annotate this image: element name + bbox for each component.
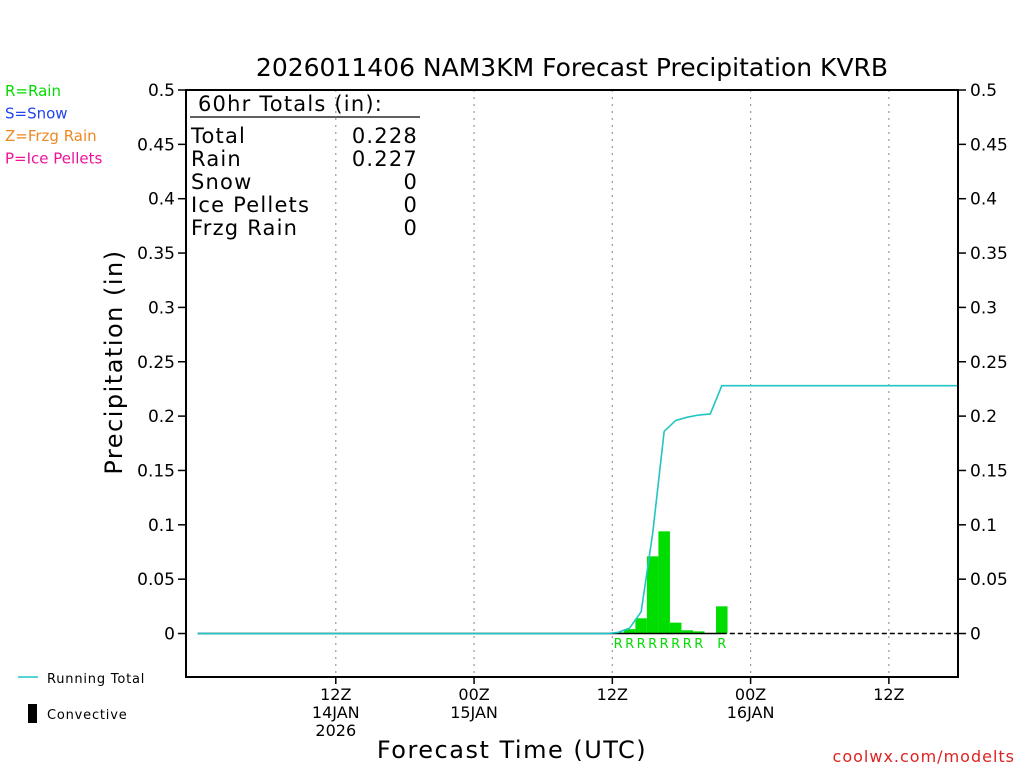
rain-bar (635, 618, 647, 634)
totals-row-value: 0.228 (352, 124, 418, 148)
chart-title: 2026011406 NAM3KM Forecast Precipitation… (256, 53, 888, 82)
convective-legend-label: Convective (47, 708, 128, 723)
precip-type-label: R (660, 637, 669, 652)
x-tick-label: 00Z (458, 685, 489, 704)
rain-bar (681, 630, 693, 634)
totals-row-label: Snow (191, 170, 252, 194)
precip-type-label: R (694, 637, 703, 652)
totals-row-value: 0 (403, 193, 418, 217)
y-tick-label-right: 0 (970, 625, 981, 645)
y-tick-label: 0.4 (148, 190, 175, 210)
rain-bar (646, 556, 659, 634)
y-tick-label: 0.3 (148, 298, 175, 318)
y-tick-label-right: 0.35 (970, 244, 1008, 264)
totals-row-value: 0.227 (352, 147, 418, 171)
precip-type-label: R (614, 637, 623, 652)
running-total-legend-label: Running Total (47, 672, 145, 687)
x-tick-label: 2026 (315, 721, 356, 740)
type-legend-item: P=Ice Pellets (5, 150, 102, 168)
running-total-line (197, 384, 958, 635)
y-tick-label: 0.15 (137, 461, 175, 481)
totals-row-value: 0 (403, 216, 418, 240)
x-tick-label: 12Z (320, 685, 351, 704)
type-legend-item: Z=Frzg Rain (5, 127, 97, 145)
totals-row-label: Rain (191, 147, 242, 171)
x-axis-label: Forecast Time (UTC) (377, 736, 647, 764)
y-tick-label-right: 0.3 (970, 298, 997, 318)
grid-layer (335, 90, 890, 677)
rain-bar (623, 629, 636, 634)
y-tick-label-right: 0.4 (970, 190, 997, 210)
precip-type-label: R (625, 637, 634, 652)
x-tick-label: 12Z (873, 685, 904, 704)
precip-type-label: R (648, 637, 657, 652)
totals-row-label: Frzg Rain (191, 216, 298, 240)
y-tick-label-right: 0.05 (970, 570, 1008, 590)
y-tick-label: 0.35 (137, 244, 175, 264)
x-tick-label: 12Z (597, 685, 628, 704)
totals-row-label: Ice Pellets (191, 193, 310, 217)
y-tick-label: 0.1 (148, 516, 175, 536)
precip-type-legend: R=Rain S=Snow Z=Frzg Rain P=Ice Pellets (5, 82, 102, 168)
totals-row-label: Total (190, 124, 246, 148)
convective-legend-box (28, 704, 37, 723)
totals-row-value: 0 (403, 170, 418, 194)
rain-bar (658, 531, 670, 634)
y-tick-label-right: 0.15 (970, 461, 1008, 481)
y-axis-ticks: 0 00.05 0.050.1 0.10.15 0.150.2 0.20.25 0.250.… (137, 81, 1008, 645)
precip-type-label: R (717, 637, 726, 652)
y-axis-label: Precipitation (in) (100, 249, 128, 474)
running-total-layer (197, 384, 958, 635)
rain-bar (692, 631, 705, 634)
bottom-legend: Running Total Convective (18, 672, 145, 723)
credit-text: coolwx.com/modelts (833, 747, 1015, 766)
y-tick-label-right: 0.5 (970, 81, 997, 101)
y-tick-label: 0.05 (137, 570, 175, 590)
totals-box: 60hr Totals (in): Total 0.228 Rain 0.227 Snow… (190, 92, 420, 240)
y-tick-label: 0.45 (137, 135, 175, 155)
y-tick-label: 0.5 (148, 81, 175, 101)
x-tick-label: 14JAN (312, 703, 360, 722)
y-tick-label: 0 (164, 625, 175, 645)
rain-bar (716, 606, 728, 634)
y-tick-label-right: 0.45 (970, 135, 1008, 155)
type-legend-item: R=Rain (5, 82, 61, 100)
x-tick-label: 16JAN (727, 703, 775, 722)
precip-type-label: R (637, 637, 646, 652)
totals-heading: 60hr Totals (in): (198, 92, 383, 116)
type-legend-item: S=Snow (5, 105, 68, 123)
y-tick-label-right: 0.25 (970, 353, 1008, 373)
plot-frame (185, 89, 959, 678)
rain-bar (669, 622, 682, 634)
y-tick-label-right: 0.1 (970, 516, 997, 536)
y-tick-label: 0.25 (137, 353, 175, 373)
precip-type-label: R (683, 637, 692, 652)
x-tick-label: 15JAN (450, 703, 498, 722)
y-tick-label-right: 0.2 (970, 407, 997, 427)
x-tick-label: 00Z (735, 685, 766, 704)
precip-type-label: R (671, 637, 680, 652)
y-tick-label: 0.2 (148, 407, 175, 427)
